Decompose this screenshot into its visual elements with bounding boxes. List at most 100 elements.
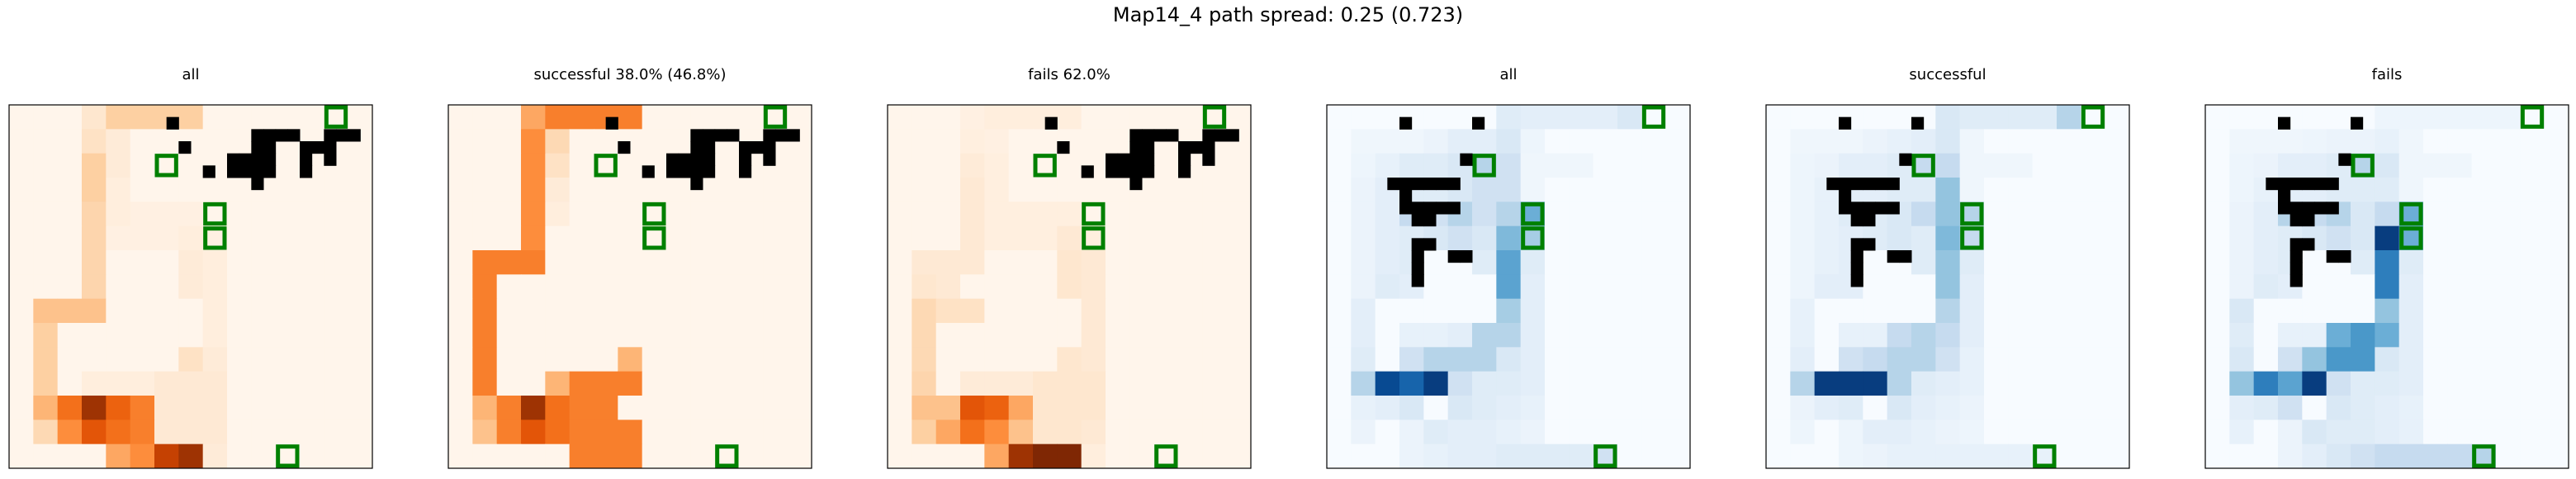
heatmap-cell xyxy=(1106,420,1130,445)
target-marker xyxy=(1960,226,1984,250)
wall-cell xyxy=(1057,141,1070,154)
heatmap-cell xyxy=(2302,396,2327,420)
heatmap-cell xyxy=(1569,202,1594,227)
heatmap-cell xyxy=(1863,396,1888,420)
heatmap-cell xyxy=(1057,153,1082,178)
heatmap-cell xyxy=(251,105,277,130)
heatmap-cell xyxy=(1617,178,1642,202)
target-marker xyxy=(1202,105,1227,129)
heatmap-cell xyxy=(33,153,59,178)
heatmap-cell xyxy=(1178,298,1203,324)
heatmap-cell xyxy=(545,178,571,202)
heatmap-cell xyxy=(1617,202,1642,227)
heatmap-cell xyxy=(348,420,373,445)
wall-cell xyxy=(2302,202,2315,215)
heatmap-cell xyxy=(1106,396,1130,420)
heatmap-cell xyxy=(1593,250,1618,275)
heatmap-cell xyxy=(2398,347,2424,372)
heatmap-cell xyxy=(2496,274,2521,300)
heatmap-cell xyxy=(666,371,691,396)
heatmap-cell xyxy=(912,153,937,178)
heatmap-cell xyxy=(9,323,34,348)
heatmap-cell xyxy=(1057,323,1082,348)
heatmap-cell xyxy=(1153,105,1179,130)
heatmap-cell xyxy=(227,274,252,300)
heatmap-cell xyxy=(618,323,643,348)
heatmap-cell xyxy=(594,323,618,348)
heatmap-cell xyxy=(9,443,34,469)
heatmap-cell xyxy=(2057,105,2081,130)
heatmap-cell xyxy=(1665,396,1691,420)
heatmap-cell xyxy=(1178,323,1203,348)
heatmap-cell xyxy=(594,371,618,396)
heatmap-cell xyxy=(984,153,1010,178)
target-marker xyxy=(2351,154,2375,178)
heatmap-cell xyxy=(594,298,618,324)
heatmap-cell xyxy=(2253,396,2279,420)
heatmap-cell xyxy=(2471,153,2497,178)
heatmap-cell xyxy=(154,420,179,445)
heatmap-cell xyxy=(1106,178,1130,202)
wall-cell xyxy=(1899,153,1912,166)
wall-cell xyxy=(166,116,179,130)
heatmap-cell xyxy=(1153,371,1179,396)
heatmap-cell xyxy=(2205,323,2230,348)
heatmap-cell xyxy=(178,396,204,420)
heatmap-cell xyxy=(227,202,252,227)
heatmap-cell xyxy=(348,396,373,420)
heatmap-cell xyxy=(496,298,522,324)
heatmap-cell xyxy=(1839,153,1863,178)
heatmap-cell xyxy=(1178,105,1203,130)
heatmap-cell xyxy=(1790,443,1816,469)
heatmap-cell xyxy=(2302,129,2327,154)
wall-cell xyxy=(1850,202,1863,215)
heatmap-cell xyxy=(521,420,546,445)
heatmap-cell xyxy=(154,443,179,469)
axes-frame xyxy=(8,104,373,469)
wall-cell xyxy=(1215,129,1228,142)
heatmap-cell xyxy=(1569,298,1594,324)
heatmap-cell xyxy=(57,323,83,348)
heatmap-cell xyxy=(2496,153,2521,178)
heatmap-cell xyxy=(1008,298,1034,324)
heatmap-cell xyxy=(935,202,961,227)
heatmap-cell xyxy=(787,153,812,178)
heatmap-cell xyxy=(2423,274,2448,300)
heatmap-cell xyxy=(1202,274,1228,300)
heatmap-cell xyxy=(2008,153,2034,178)
heatmap-cell xyxy=(275,274,301,300)
heatmap-cell xyxy=(1472,420,1497,445)
heatmap-cell xyxy=(1911,225,1936,251)
wall-cell xyxy=(703,141,716,154)
heatmap-cell xyxy=(1959,250,1985,275)
heatmap-cell xyxy=(2032,129,2057,154)
wall-cell xyxy=(1423,202,1437,215)
heatmap-cell xyxy=(912,420,937,445)
heatmap-cell xyxy=(1665,202,1691,227)
heatmap-cell xyxy=(1423,250,1449,275)
heatmap-cell xyxy=(1226,347,1252,372)
heatmap-cell xyxy=(2008,443,2034,469)
wall-cell xyxy=(2278,116,2291,130)
heatmap-cell xyxy=(1496,153,1522,178)
heatmap-cell xyxy=(1081,347,1106,372)
heatmap-cell xyxy=(935,153,961,178)
heatmap-cell xyxy=(2375,105,2400,130)
heatmap-cell xyxy=(2544,225,2569,251)
heatmap-cell xyxy=(2057,396,2081,420)
heatmap-cell xyxy=(2032,105,2057,130)
wall-cell xyxy=(324,153,337,166)
heatmap-cell xyxy=(2081,274,2106,300)
heatmap-cell xyxy=(2496,105,2521,130)
heatmap-cell xyxy=(1617,396,1642,420)
heatmap-cell xyxy=(227,298,252,324)
heatmap-cell xyxy=(448,105,473,130)
heatmap-cell xyxy=(569,178,594,202)
heatmap-cell xyxy=(545,420,571,445)
heatmap-cell xyxy=(2351,347,2375,372)
heatmap-cell xyxy=(545,298,571,324)
heatmap-cell xyxy=(739,371,764,396)
heatmap-cell xyxy=(1202,250,1228,275)
heatmap-cell xyxy=(300,105,324,130)
heatmap-cell xyxy=(472,153,498,178)
